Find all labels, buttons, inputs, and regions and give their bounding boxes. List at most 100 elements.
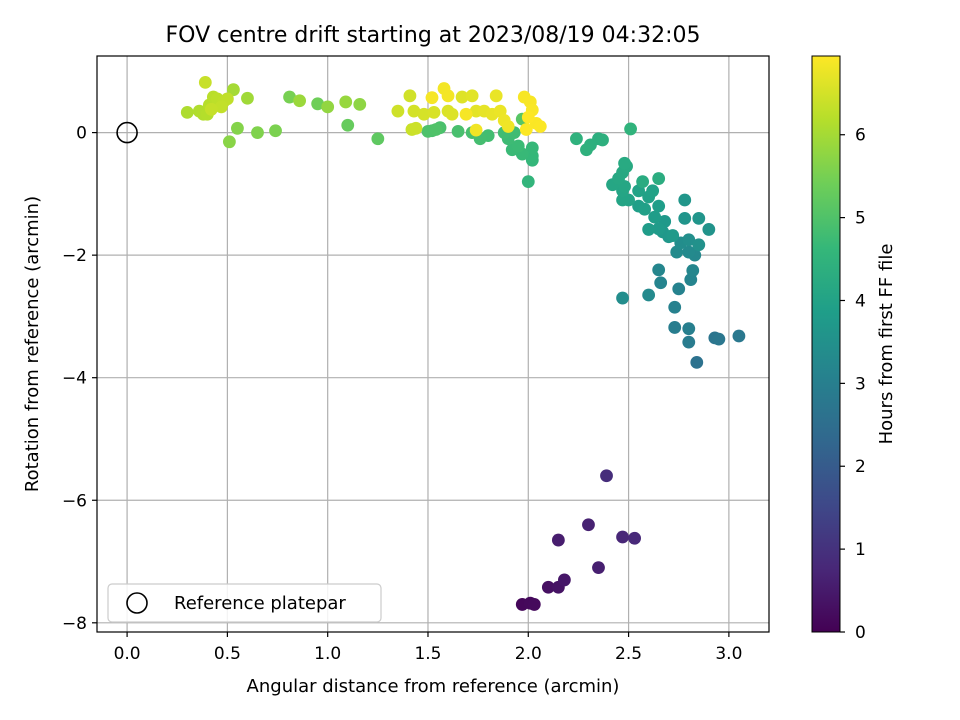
chart-title: FOV centre drift starting at 2023/08/19 …	[166, 23, 701, 48]
data-point	[596, 133, 609, 147]
legend-label-reference: Reference platepar	[174, 593, 346, 614]
y-tick-label: −6	[62, 491, 87, 511]
data-point	[429, 123, 443, 136]
data-point	[692, 211, 706, 225]
data-point	[652, 172, 666, 185]
data-point	[616, 530, 629, 544]
data-point	[451, 124, 465, 138]
data-point	[624, 122, 637, 136]
data-point	[231, 121, 244, 135]
data-point	[652, 222, 666, 236]
data-point	[678, 193, 692, 207]
colorbar-tick-label: 3	[855, 374, 866, 394]
legend-box	[107, 583, 382, 623]
data-point	[732, 329, 746, 343]
data-point	[678, 211, 692, 225]
data-point	[616, 291, 629, 305]
data-point	[692, 238, 706, 252]
data-point	[712, 332, 726, 346]
x-axis-label: Angular distance from reference (arcmin)	[247, 676, 620, 697]
y-axis-label: Rotation from reference (arcmin)	[22, 196, 43, 492]
data-point	[469, 123, 483, 137]
data-point	[541, 580, 555, 594]
data-point	[666, 229, 680, 242]
data-point	[682, 335, 696, 349]
data-point	[427, 105, 441, 119]
scatter-points	[180, 75, 746, 611]
data-point	[341, 118, 355, 132]
legend-marker-reference	[126, 592, 148, 614]
data-point	[339, 95, 353, 109]
y-tick-label: −4	[62, 369, 87, 389]
data-point	[417, 107, 431, 121]
data-point	[580, 143, 593, 157]
reference-platepar-marker	[116, 121, 138, 144]
data-point	[214, 100, 228, 114]
colorbar-tick-label: 0	[855, 623, 866, 643]
x-tick-label: 1.0	[314, 644, 341, 664]
data-point	[521, 175, 535, 189]
data-point	[511, 139, 525, 153]
data-point	[293, 94, 307, 108]
data-point	[654, 276, 668, 290]
data-point	[501, 120, 515, 133]
data-point	[638, 202, 652, 216]
data-point	[441, 89, 455, 103]
data-point	[690, 355, 704, 369]
data-point	[533, 120, 547, 133]
data-point	[353, 98, 367, 111]
data-point	[269, 124, 282, 138]
data-point	[459, 107, 473, 121]
data-point	[403, 89, 417, 103]
data-point	[409, 121, 423, 135]
y-tick-label: −2	[62, 246, 87, 266]
data-point	[652, 263, 666, 277]
data-point	[527, 598, 541, 611]
data-point	[682, 322, 696, 336]
colorbar-label: Hours from first FF file	[876, 244, 897, 445]
data-point	[672, 282, 686, 296]
colorbar-tick-label: 4	[855, 291, 866, 311]
colorbar-tick-label: 2	[855, 457, 866, 477]
data-point	[582, 518, 595, 532]
reference-marker	[116, 121, 138, 144]
data-point	[628, 531, 641, 545]
legend: Reference platepar	[107, 583, 382, 623]
data-point	[618, 156, 631, 170]
data-point	[646, 184, 660, 198]
data-point	[227, 83, 240, 97]
data-point	[445, 107, 459, 121]
data-point	[198, 75, 212, 89]
data-point	[600, 469, 613, 483]
data-point	[321, 100, 335, 114]
x-axis-ticks: 0.0 0.5 1.0 1.5 2.0 2.5 3.0	[114, 632, 742, 664]
data-point	[570, 132, 583, 146]
data-point	[668, 321, 682, 334]
data-point	[648, 210, 662, 224]
x-tick-label: 0.5	[214, 644, 241, 664]
data-point	[465, 89, 479, 103]
y-axis-ticks: 0 −2 −4 −6 −8	[62, 124, 97, 634]
data-point	[180, 105, 194, 119]
data-point	[557, 573, 571, 587]
data-point	[222, 135, 236, 149]
data-point	[489, 89, 503, 103]
y-tick-label: 0	[76, 124, 87, 144]
data-point	[425, 91, 439, 105]
plot-frame	[96, 55, 770, 633]
data-point	[251, 126, 264, 139]
data-point	[592, 561, 605, 575]
data-point	[525, 141, 539, 155]
data-point	[636, 175, 650, 189]
data-point	[519, 123, 533, 136]
x-tick-label: 0.0	[114, 644, 141, 664]
data-point	[682, 233, 696, 247]
data-point	[682, 245, 696, 259]
data-point	[652, 199, 666, 213]
colorbar-tick-label: 5	[855, 209, 866, 229]
data-point	[686, 264, 700, 277]
data-point	[521, 110, 535, 124]
data-point	[668, 300, 682, 314]
x-tick-label: 1.5	[414, 644, 441, 664]
